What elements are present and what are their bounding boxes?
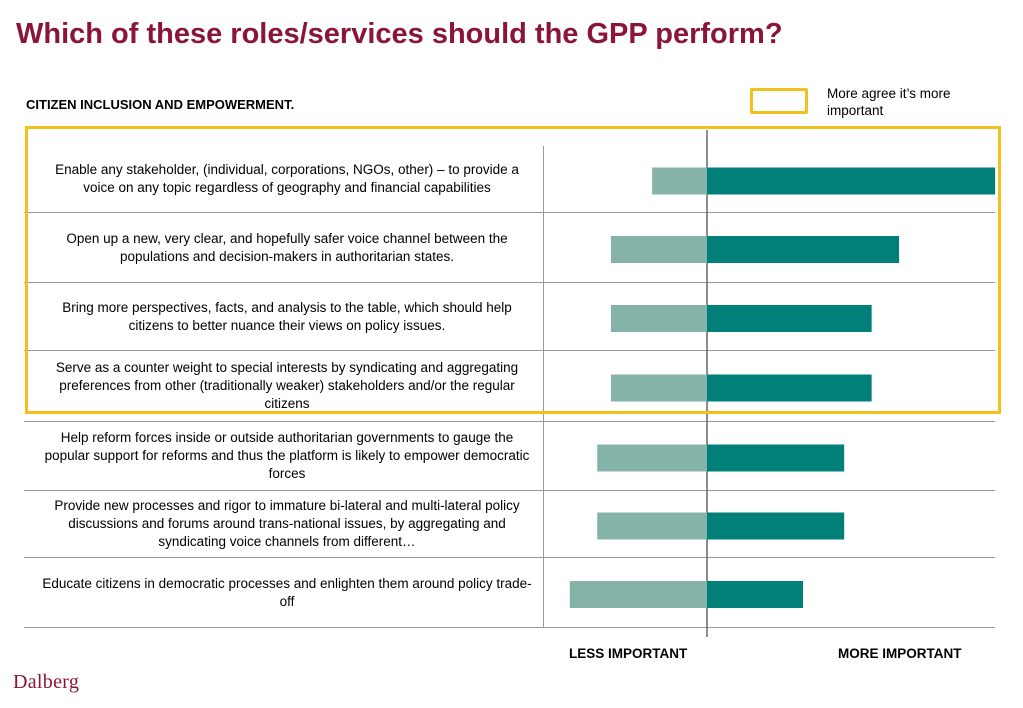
bar-less-important-5 — [597, 444, 707, 472]
bar-more-important-4 — [707, 374, 872, 402]
legend-label: More agree it’s more important — [827, 86, 951, 118]
column-separator — [543, 146, 544, 627]
page-title: Which of these roles/services should the… — [16, 18, 783, 50]
legend-swatch — [750, 88, 808, 114]
axis-label-more: MORE IMPORTANT — [838, 646, 962, 661]
bar-more-important-5 — [707, 444, 845, 472]
bar-more-important-1 — [707, 167, 996, 195]
dalberg-logo: Dalberg — [13, 671, 80, 693]
row-divider — [24, 212, 995, 213]
row-label-1: Enable any stakeholder, (individual, cor… — [55, 162, 519, 195]
bar-less-important-6 — [597, 512, 707, 540]
row-divider — [24, 350, 995, 351]
row-label-4: Serve as a counter weight to special int… — [55, 360, 519, 411]
row-label-5: Help reform forces inside or outside aut… — [44, 430, 530, 481]
row-label-2: Open up a new, very clear, and hopefully… — [66, 230, 508, 264]
row-divider — [24, 490, 995, 491]
bar-less-important-1 — [652, 167, 707, 195]
bar-more-important-7 — [707, 581, 804, 608]
row-label-7: Educate citizens in democratic processes… — [42, 575, 532, 609]
bar-less-important-4 — [610, 374, 707, 402]
bar-more-important-6 — [707, 512, 845, 540]
bar-more-important-2 — [707, 236, 900, 263]
bar-less-important-7 — [569, 581, 707, 608]
bar-more-important-3 — [707, 305, 872, 332]
row-divider — [24, 421, 995, 422]
row-label-6: Provide new processes and rigor to immat… — [54, 498, 520, 549]
row-label-3: Bring more perspectives, facts, and anal… — [62, 299, 512, 333]
row-divider — [24, 557, 995, 558]
bar-less-important-3 — [610, 305, 707, 332]
row-divider — [24, 627, 995, 628]
bar-less-important-2 — [610, 236, 707, 263]
section-title: CITIZEN INCLUSION AND EMPOWERMENT. — [26, 97, 295, 112]
axis-label-less: LESS IMPORTANT — [569, 646, 688, 661]
row-divider — [24, 282, 995, 283]
